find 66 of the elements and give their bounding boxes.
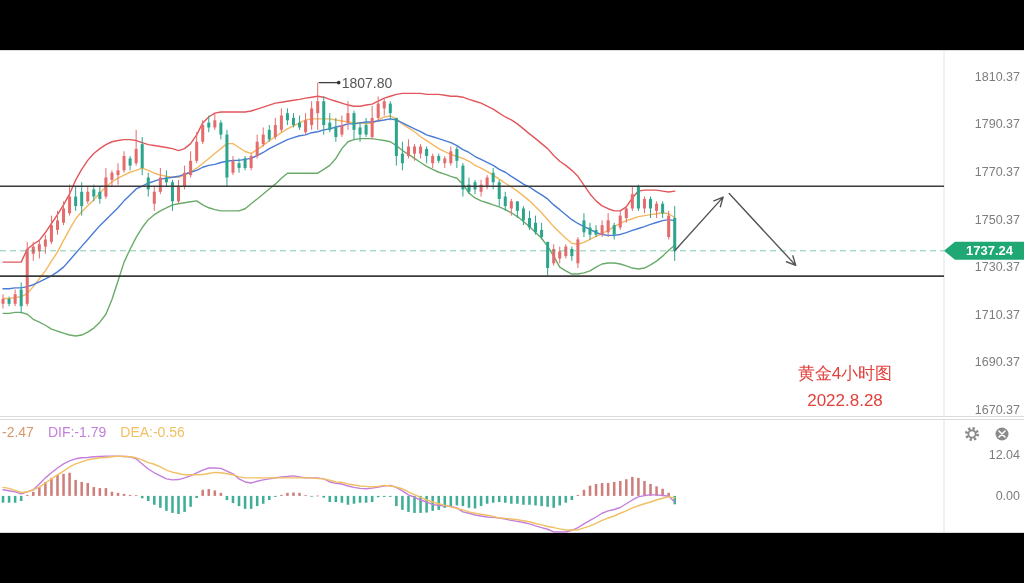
bar [189, 495, 192, 507]
bar [153, 495, 156, 505]
legend-item: DIF:-1.79 [47, 424, 107, 440]
bar [504, 495, 507, 503]
bar [80, 481, 83, 496]
bar [201, 489, 204, 496]
bar [177, 495, 180, 514]
ref-line: 1737.24 [0, 241, 1024, 260]
bar [195, 495, 198, 498]
y-tick: 1790.37 [974, 117, 1020, 132]
annotation: 1807.80 [341, 74, 393, 91]
bar [165, 495, 168, 511]
bar [637, 477, 640, 496]
bar [298, 492, 301, 496]
bar [558, 495, 562, 506]
bar [516, 495, 519, 504]
legend-item: DEA:-0.56 [120, 424, 185, 440]
bar [261, 495, 265, 504]
bar [32, 491, 35, 496]
bar [171, 495, 174, 513]
ref-line-label: 1737.24 [966, 243, 1014, 259]
bar [407, 495, 410, 512]
bar [510, 495, 513, 504]
bar [50, 477, 53, 496]
bar [68, 472, 71, 496]
bar [207, 489, 211, 496]
bar [643, 480, 646, 496]
y-tick: 0.00 [995, 488, 1020, 503]
bar [540, 495, 543, 507]
bar [395, 495, 398, 507]
bar [667, 492, 670, 496]
y-tick: 1710.37 [974, 307, 1020, 322]
bar [631, 476, 634, 496]
bar [86, 482, 90, 496]
y-tick: 1750.37 [974, 212, 1020, 227]
bar [522, 495, 525, 505]
y-tick: 1690.37 [974, 355, 1020, 370]
bar [528, 495, 531, 505]
y-tick: 12.04 [988, 447, 1020, 462]
bar [44, 481, 47, 496]
y-tick: 1770.37 [974, 164, 1020, 179]
y-tick: 1670.37 [974, 403, 1020, 418]
bar [534, 495, 537, 506]
note: 1807.80 [318, 74, 393, 91]
bar [292, 492, 295, 496]
bar [497, 495, 501, 503]
bar [56, 474, 59, 496]
bar [74, 479, 77, 496]
y-tick: 1730.37 [974, 260, 1020, 275]
bar [62, 473, 65, 496]
bar [413, 495, 416, 513]
note: 黄金4小时图 [797, 363, 893, 383]
bar [618, 480, 622, 496]
bar [38, 487, 41, 496]
bar [286, 492, 289, 496]
y-tick: 1810.37 [974, 69, 1020, 84]
bar [146, 495, 150, 502]
bar [159, 495, 162, 508]
bar [183, 495, 186, 512]
bar [268, 495, 271, 500]
bar [546, 495, 549, 507]
note: 2022.8.28 [807, 390, 883, 410]
bar [401, 495, 404, 510]
bar [552, 495, 555, 508]
bar [625, 479, 628, 496]
note: -2.47 [2, 424, 34, 440]
